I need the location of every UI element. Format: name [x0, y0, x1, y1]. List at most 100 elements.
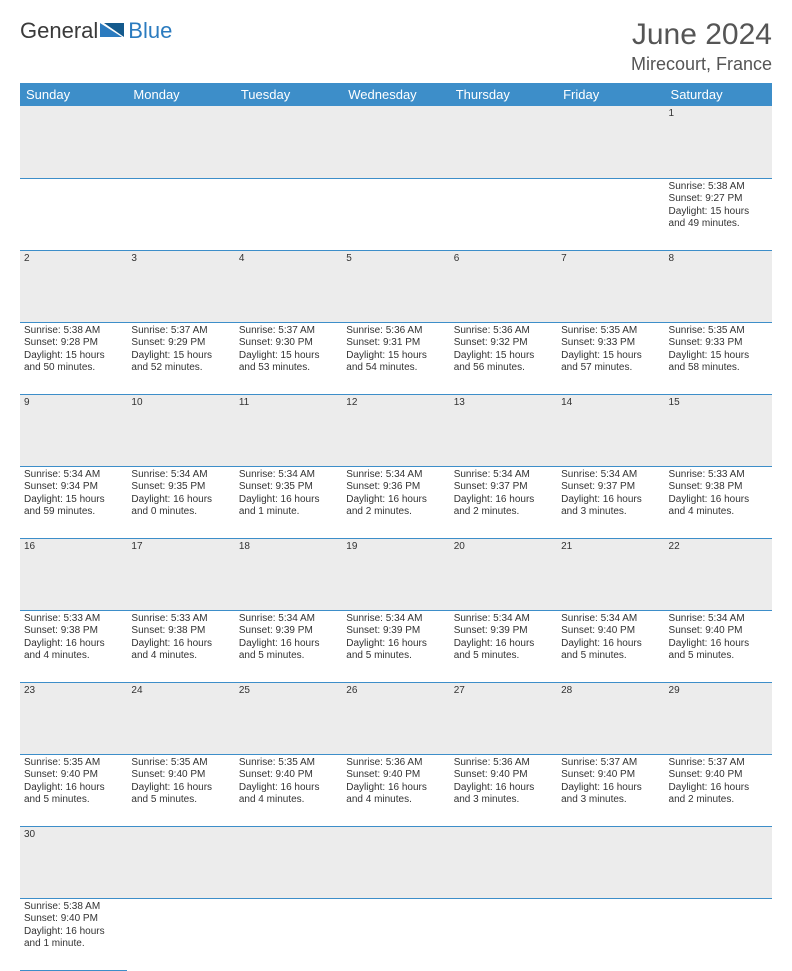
day-cell: Sunrise: 5:35 AMSunset: 9:40 PMDaylight:… [127, 754, 234, 826]
daylight-line: Daylight: 16 hours and 3 minutes. [454, 782, 553, 807]
daylight-line: Daylight: 16 hours and 3 minutes. [561, 782, 660, 807]
day-number-cell: 8 [665, 250, 772, 322]
day-number-cell: 16 [20, 538, 127, 610]
daylight-line: Daylight: 16 hours and 1 minute. [239, 494, 338, 519]
day-cell-content: Sunrise: 5:34 AMSunset: 9:37 PMDaylight:… [454, 469, 553, 519]
location: Mirecourt, France [631, 54, 772, 75]
daylight-line: Daylight: 16 hours and 2 minutes. [669, 782, 768, 807]
daylight-line: Daylight: 16 hours and 5 minutes. [669, 638, 768, 663]
sunset-line: Sunset: 9:32 PM [454, 337, 553, 350]
sunset-line: Sunset: 9:40 PM [669, 625, 768, 638]
day-number-cell [450, 826, 557, 898]
logo-icon [100, 18, 126, 44]
day-cell-content: Sunrise: 5:36 AMSunset: 9:31 PMDaylight:… [346, 325, 445, 375]
daylight-line: Daylight: 16 hours and 2 minutes. [346, 494, 445, 519]
day-cell-content: Sunrise: 5:35 AMSunset: 9:40 PMDaylight:… [239, 757, 338, 807]
day-cell-content: Sunrise: 5:34 AMSunset: 9:40 PMDaylight:… [561, 613, 660, 663]
daylight-line: Daylight: 16 hours and 5 minutes. [131, 782, 230, 807]
day-cell: Sunrise: 5:34 AMSunset: 9:37 PMDaylight:… [450, 466, 557, 538]
day-cell-content: Sunrise: 5:35 AMSunset: 9:40 PMDaylight:… [131, 757, 230, 807]
sunrise-line: Sunrise: 5:35 AM [561, 325, 660, 338]
daylight-line: Daylight: 16 hours and 1 minute. [24, 926, 123, 951]
day-number-cell: 21 [557, 538, 664, 610]
day-cell-content: Sunrise: 5:34 AMSunset: 9:35 PMDaylight:… [131, 469, 230, 519]
day-cell: Sunrise: 5:34 AMSunset: 9:40 PMDaylight:… [665, 610, 772, 682]
day-number-row: 30 [20, 826, 772, 898]
day-number-row: 23242526272829 [20, 682, 772, 754]
sunset-line: Sunset: 9:40 PM [561, 769, 660, 782]
day-cell: Sunrise: 5:38 AMSunset: 9:28 PMDaylight:… [20, 322, 127, 394]
day-number-cell [665, 826, 772, 898]
day-cell: Sunrise: 5:35 AMSunset: 9:40 PMDaylight:… [20, 754, 127, 826]
day-number-cell: 12 [342, 394, 449, 466]
day-cell-content: Sunrise: 5:35 AMSunset: 9:33 PMDaylight:… [561, 325, 660, 375]
daylight-line: Daylight: 16 hours and 5 minutes. [24, 782, 123, 807]
day-number-cell [557, 106, 664, 178]
day-number-cell: 3 [127, 250, 234, 322]
sunset-line: Sunset: 9:36 PM [346, 481, 445, 494]
weekday-header: Saturday [665, 83, 772, 106]
sunset-line: Sunset: 9:34 PM [24, 481, 123, 494]
day-cell-content: Sunrise: 5:37 AMSunset: 9:40 PMDaylight:… [561, 757, 660, 807]
day-number-row: 9101112131415 [20, 394, 772, 466]
day-cell [557, 178, 664, 250]
daylight-line: Daylight: 16 hours and 4 minutes. [24, 638, 123, 663]
day-number-cell: 6 [450, 250, 557, 322]
day-number-row: 16171819202122 [20, 538, 772, 610]
day-cell: Sunrise: 5:35 AMSunset: 9:33 PMDaylight:… [557, 322, 664, 394]
day-cell-content: Sunrise: 5:34 AMSunset: 9:34 PMDaylight:… [24, 469, 123, 519]
sunset-line: Sunset: 9:38 PM [669, 481, 768, 494]
day-number-cell: 13 [450, 394, 557, 466]
day-cell-content: Sunrise: 5:33 AMSunset: 9:38 PMDaylight:… [131, 613, 230, 663]
day-cell-content: Sunrise: 5:36 AMSunset: 9:32 PMDaylight:… [454, 325, 553, 375]
day-number-cell [235, 106, 342, 178]
day-cell: Sunrise: 5:34 AMSunset: 9:35 PMDaylight:… [127, 466, 234, 538]
weekday-header: Monday [127, 83, 234, 106]
day-cell: Sunrise: 5:37 AMSunset: 9:40 PMDaylight:… [665, 754, 772, 826]
sunrise-line: Sunrise: 5:35 AM [669, 325, 768, 338]
day-number-row: 1 [20, 106, 772, 178]
logo-text-blue: Blue [128, 18, 172, 44]
day-number-cell: 14 [557, 394, 664, 466]
day-cell: Sunrise: 5:34 AMSunset: 9:40 PMDaylight:… [557, 610, 664, 682]
calendar-table: SundayMondayTuesdayWednesdayThursdayFrid… [20, 83, 772, 971]
sunset-line: Sunset: 9:38 PM [24, 625, 123, 638]
sunrise-line: Sunrise: 5:34 AM [454, 613, 553, 626]
day-number-cell: 4 [235, 250, 342, 322]
day-number-cell: 15 [665, 394, 772, 466]
day-cell-content: Sunrise: 5:33 AMSunset: 9:38 PMDaylight:… [24, 613, 123, 663]
day-cell-content: Sunrise: 5:36 AMSunset: 9:40 PMDaylight:… [346, 757, 445, 807]
day-cell-content: Sunrise: 5:34 AMSunset: 9:40 PMDaylight:… [669, 613, 768, 663]
sunrise-line: Sunrise: 5:34 AM [24, 469, 123, 482]
day-cell: Sunrise: 5:36 AMSunset: 9:40 PMDaylight:… [342, 754, 449, 826]
sunset-line: Sunset: 9:35 PM [131, 481, 230, 494]
day-cell [235, 898, 342, 970]
sunrise-line: Sunrise: 5:38 AM [669, 181, 768, 194]
month-title: June 2024 [631, 18, 772, 52]
day-cell: Sunrise: 5:34 AMSunset: 9:36 PMDaylight:… [342, 466, 449, 538]
week-row: Sunrise: 5:38 AMSunset: 9:40 PMDaylight:… [20, 898, 772, 970]
sunrise-line: Sunrise: 5:34 AM [454, 469, 553, 482]
daylight-line: Daylight: 15 hours and 58 minutes. [669, 350, 768, 375]
sunset-line: Sunset: 9:40 PM [131, 769, 230, 782]
daylight-line: Daylight: 15 hours and 52 minutes. [131, 350, 230, 375]
day-cell: Sunrise: 5:35 AMSunset: 9:33 PMDaylight:… [665, 322, 772, 394]
day-number-cell [557, 826, 664, 898]
sunset-line: Sunset: 9:33 PM [561, 337, 660, 350]
day-cell-content: Sunrise: 5:37 AMSunset: 9:30 PMDaylight:… [239, 325, 338, 375]
weekday-header: Thursday [450, 83, 557, 106]
day-cell-content: Sunrise: 5:37 AMSunset: 9:29 PMDaylight:… [131, 325, 230, 375]
day-number-cell: 18 [235, 538, 342, 610]
sunrise-line: Sunrise: 5:33 AM [131, 613, 230, 626]
sunrise-line: Sunrise: 5:37 AM [131, 325, 230, 338]
sunset-line: Sunset: 9:29 PM [131, 337, 230, 350]
sunset-line: Sunset: 9:40 PM [669, 769, 768, 782]
day-cell: Sunrise: 5:36 AMSunset: 9:32 PMDaylight:… [450, 322, 557, 394]
day-cell-content: Sunrise: 5:34 AMSunset: 9:36 PMDaylight:… [346, 469, 445, 519]
day-number-cell: 1 [665, 106, 772, 178]
sunrise-line: Sunrise: 5:34 AM [346, 613, 445, 626]
sunrise-line: Sunrise: 5:34 AM [239, 613, 338, 626]
sunrise-line: Sunrise: 5:38 AM [24, 901, 123, 914]
sunrise-line: Sunrise: 5:35 AM [239, 757, 338, 770]
day-cell-content: Sunrise: 5:38 AMSunset: 9:28 PMDaylight:… [24, 325, 123, 375]
